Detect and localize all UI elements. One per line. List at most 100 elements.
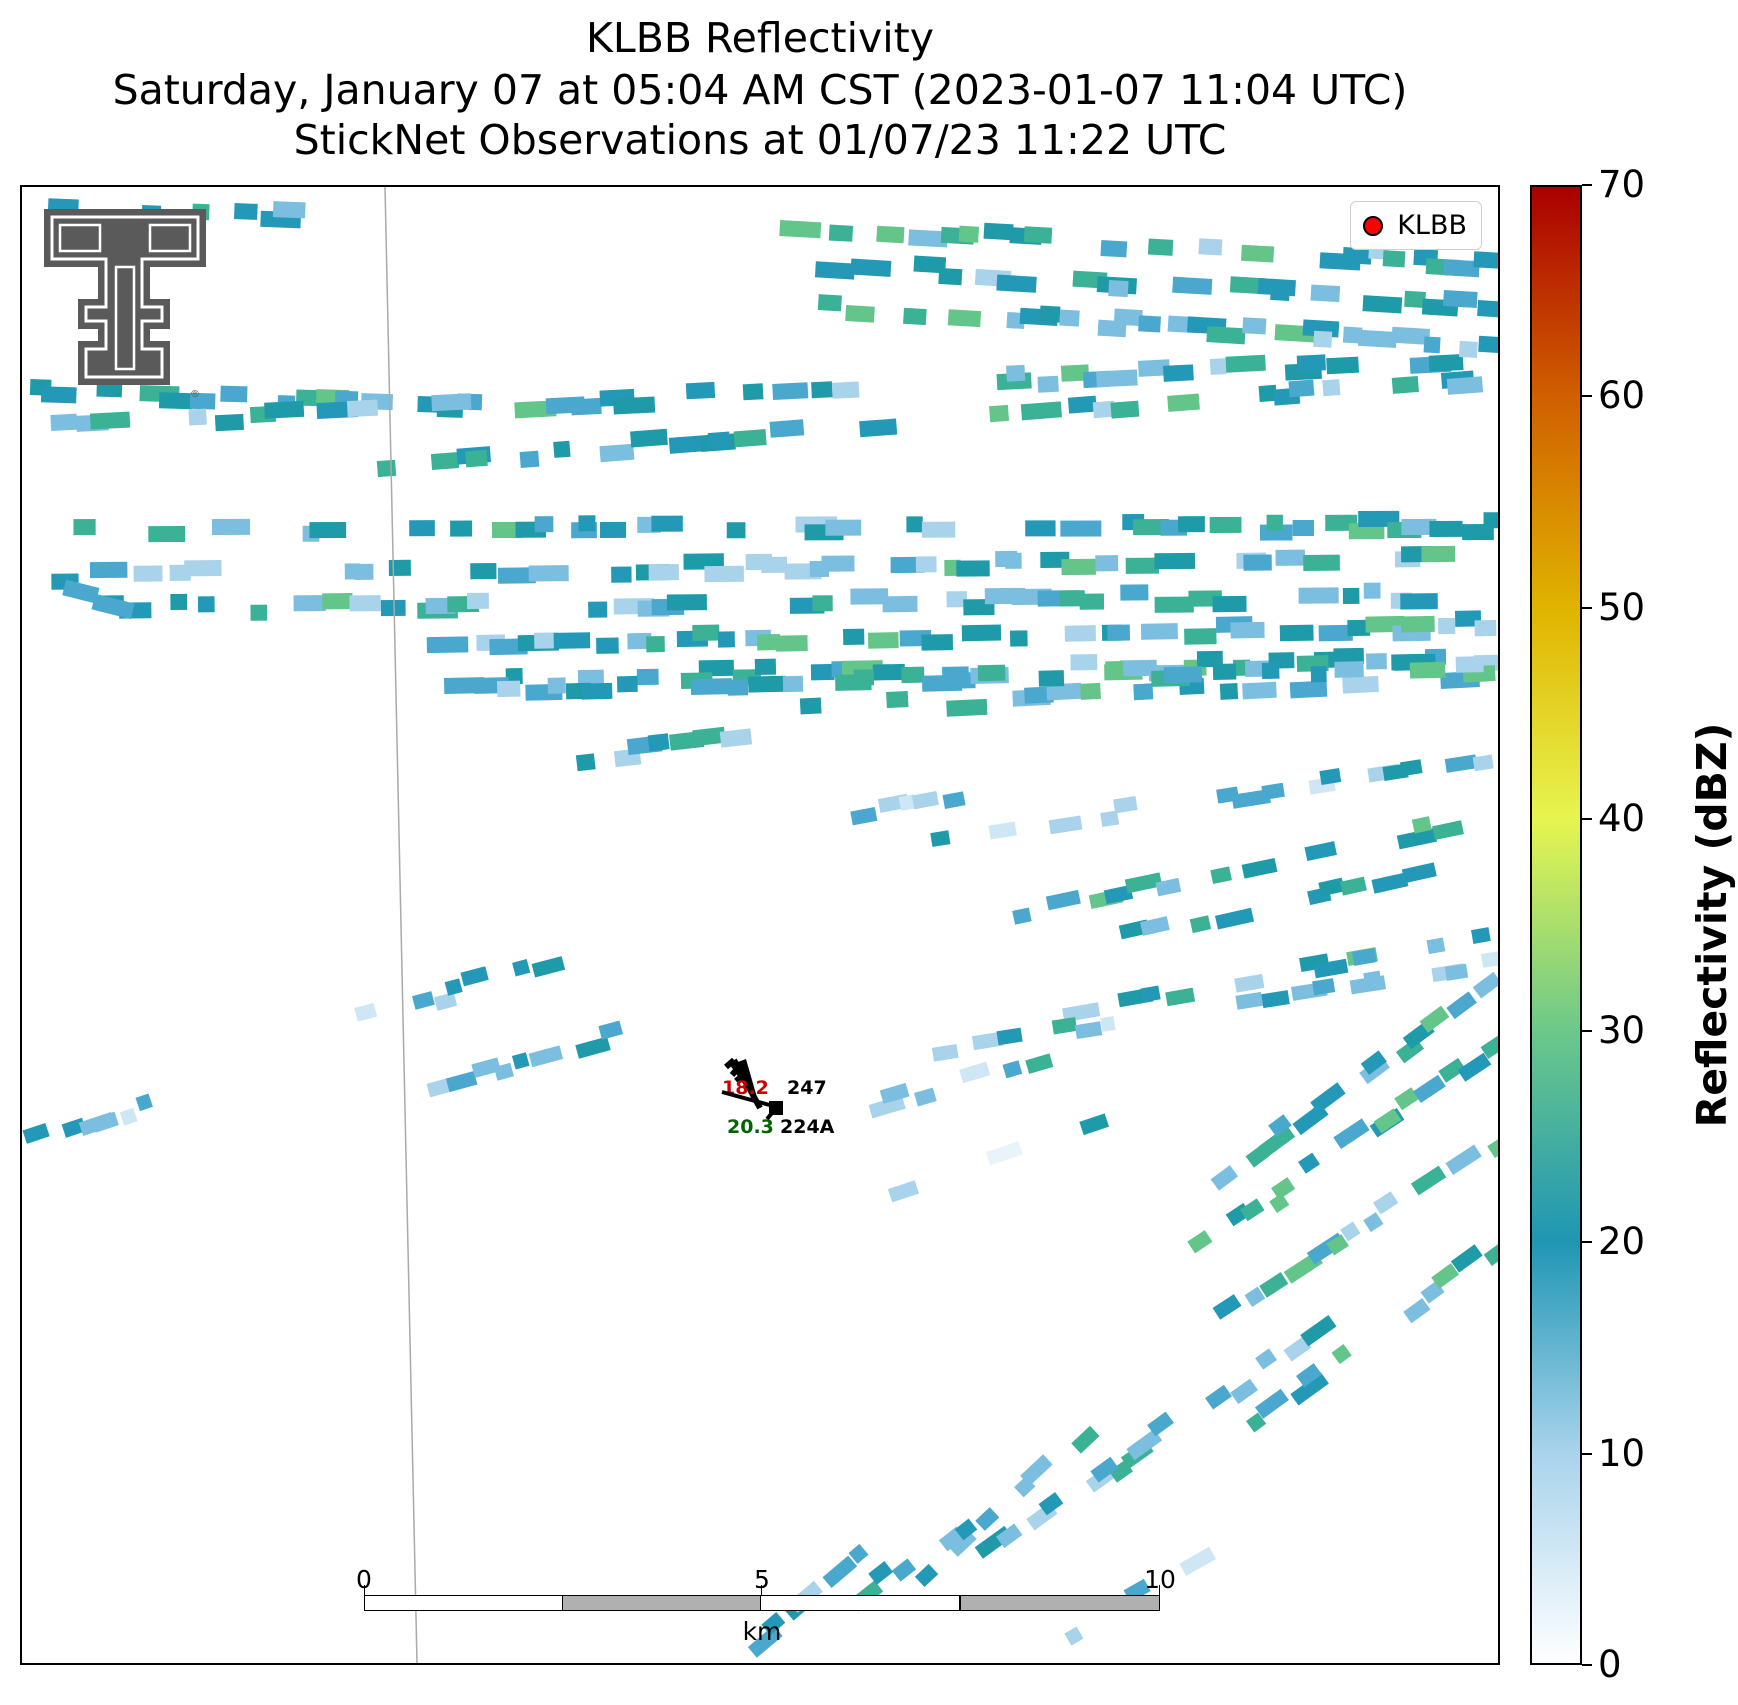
reflectivity-gate bbox=[91, 1111, 119, 1133]
reflectivity-gate bbox=[821, 555, 855, 572]
reflectivity-gate bbox=[842, 628, 865, 646]
reflectivity-gate bbox=[1139, 916, 1170, 936]
reflectivity-gate bbox=[1103, 884, 1134, 905]
reflectivity-gate bbox=[1357, 329, 1397, 349]
reflectivity-gate bbox=[1404, 290, 1426, 308]
reflectivity-gate bbox=[1209, 358, 1227, 375]
reflectivity-gate bbox=[1401, 862, 1437, 884]
reflectivity-gate bbox=[444, 978, 463, 996]
reflectivity-gate bbox=[1006, 364, 1026, 382]
reflectivity-gate bbox=[1045, 889, 1081, 911]
reflectivity-gate bbox=[534, 516, 554, 533]
reflectivity-gate bbox=[1371, 872, 1409, 894]
reflectivity-gate bbox=[903, 307, 927, 326]
reflectivity-gate bbox=[1271, 1177, 1296, 1200]
reflectivity-gate bbox=[1326, 356, 1360, 375]
colorbar-tick-mark bbox=[1582, 395, 1592, 398]
reflectivity-gate bbox=[812, 595, 833, 612]
reflectivity-gate bbox=[1382, 250, 1406, 268]
reflectivity-gate bbox=[921, 521, 956, 538]
reflectivity-gate bbox=[906, 516, 923, 533]
reflectivity-gate bbox=[747, 1625, 783, 1658]
reflectivity-gate bbox=[1421, 545, 1456, 563]
reflectivity-gate bbox=[547, 677, 566, 694]
reflectivity-gate bbox=[1206, 326, 1246, 345]
reflectivity-gate bbox=[814, 261, 855, 280]
map-legend: KLBB bbox=[1350, 201, 1482, 250]
reflectivity-gate bbox=[1348, 523, 1385, 540]
reflectivity-gate bbox=[1096, 369, 1138, 388]
reflectivity-gate bbox=[433, 992, 458, 1011]
reflectivity-gate bbox=[1240, 244, 1275, 263]
reflectivity-gate bbox=[1205, 1384, 1233, 1410]
reflectivity-gate bbox=[1470, 927, 1491, 944]
reflectivity-gate bbox=[1241, 857, 1278, 879]
reflectivity-gate bbox=[817, 294, 842, 312]
reflectivity-gate bbox=[748, 675, 786, 693]
reflectivity-gate bbox=[1275, 549, 1306, 566]
reflectivity-gate bbox=[1210, 866, 1232, 885]
reflectivity-gate bbox=[1092, 400, 1116, 419]
reflectivity-gate bbox=[1184, 628, 1217, 645]
reflectivity-gate bbox=[707, 431, 731, 450]
reflectivity-gate bbox=[1147, 1411, 1174, 1437]
reflectivity-gate bbox=[1423, 336, 1441, 354]
reflectivity-gate bbox=[868, 1095, 906, 1119]
reflectivity-gate bbox=[627, 632, 652, 650]
sticknet-stations: 18.2 247 20.3 224A bbox=[721, 1057, 835, 1138]
reflectivity-gate bbox=[309, 522, 347, 539]
reflectivity-gate bbox=[1133, 519, 1169, 536]
reflectivity-gate bbox=[956, 560, 990, 577]
reflectivity-gate bbox=[1400, 759, 1423, 777]
reflectivity-gate bbox=[1024, 686, 1054, 704]
reflectivity-gate bbox=[1319, 768, 1342, 785]
reflectivity-gate bbox=[975, 1507, 1000, 1531]
reflectivity-gate bbox=[1347, 619, 1371, 637]
colorbar-tick-mark bbox=[1582, 184, 1592, 186]
reflectivity-gate bbox=[850, 258, 892, 277]
reflectivity-gate bbox=[1342, 247, 1372, 265]
reflectivity-gate bbox=[293, 595, 326, 612]
reflectivity-gate bbox=[913, 255, 947, 274]
reflectivity-gate bbox=[692, 726, 726, 747]
station-247[interactable]: 18.2 247 bbox=[722, 1057, 827, 1110]
reflectivity-gate bbox=[133, 565, 163, 582]
reflectivity-gate bbox=[272, 201, 306, 219]
radar-map[interactable]: ® KLBB 18.2 247 20.3 224A 0 5 10 km bbox=[20, 185, 1500, 1665]
reflectivity-gate bbox=[1410, 1165, 1447, 1196]
reflectivity-gate bbox=[761, 1612, 786, 1636]
reflectivity-gate bbox=[1100, 1016, 1116, 1032]
reflectivity-gate bbox=[1391, 326, 1431, 345]
reflectivity-gate bbox=[575, 1036, 611, 1059]
colorbar-tick-mark bbox=[1582, 1664, 1592, 1666]
reflectivity-gate bbox=[460, 966, 489, 987]
reflectivity-gate bbox=[704, 565, 744, 583]
reflectivity-gate bbox=[1025, 520, 1056, 537]
reflectivity-gate bbox=[1322, 379, 1341, 397]
reflectivity-gate bbox=[611, 566, 632, 583]
colorbar-tick-label: 50 bbox=[1598, 585, 1646, 629]
reflectivity-gate bbox=[1313, 958, 1349, 979]
reflectivity-gate bbox=[977, 664, 1006, 682]
station-224A[interactable]: 20.3 224A bbox=[721, 1090, 835, 1138]
reflectivity-gate bbox=[233, 203, 258, 220]
reflectivity-gate bbox=[1266, 514, 1283, 531]
colorbar-tick-label: 60 bbox=[1598, 374, 1646, 418]
reflectivity-gate bbox=[1279, 624, 1314, 642]
reflectivity-gate bbox=[1120, 584, 1149, 601]
reflectivity-gate bbox=[828, 224, 854, 242]
map-title: KLBB Reflectivity bbox=[586, 14, 934, 62]
reflectivity-gate bbox=[1342, 675, 1379, 694]
reflectivity-gate bbox=[961, 624, 1002, 642]
scale-tick-0: 0 bbox=[356, 1565, 372, 1594]
reflectivity-gate bbox=[845, 305, 875, 323]
reflectivity-gate bbox=[1269, 1193, 1290, 1214]
reflectivity-gate bbox=[1340, 1221, 1361, 1242]
reflectivity-gate bbox=[1071, 1425, 1100, 1454]
reflectivity-gate bbox=[1140, 985, 1161, 1003]
reflectivity-gate bbox=[727, 679, 749, 696]
reflectivity-gate bbox=[867, 632, 899, 649]
reflectivity-gate bbox=[756, 634, 781, 651]
reflectivity-gate bbox=[1163, 666, 1203, 684]
reflectivity-gate bbox=[553, 632, 591, 649]
